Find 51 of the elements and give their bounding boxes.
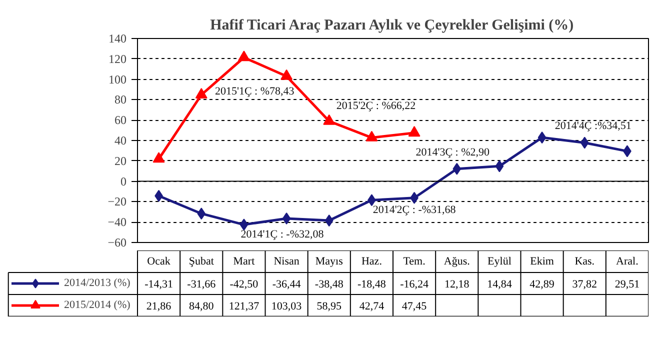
x-tick-label: Aral. bbox=[616, 256, 639, 268]
data-label: 37,82 bbox=[572, 278, 597, 290]
data-label: 42,89 bbox=[530, 278, 555, 290]
data-label: -31,66 bbox=[187, 278, 216, 290]
data-label: 121,37 bbox=[228, 300, 260, 312]
x-tick-label: Ekim bbox=[530, 256, 554, 268]
annotation: 2015'1Ç : %78,43 bbox=[214, 86, 295, 98]
x-tick-label: Tem. bbox=[403, 256, 426, 268]
data-label: -18,48 bbox=[358, 278, 386, 290]
x-tick-label: Ağus. bbox=[444, 256, 470, 268]
data-label: -14,31 bbox=[144, 278, 174, 290]
data-label: 58,95 bbox=[316, 300, 342, 312]
data-label: -16,24 bbox=[400, 278, 429, 290]
data-label: -36,44 bbox=[272, 278, 302, 290]
y-tick-label: 60 bbox=[114, 113, 126, 128]
annotation: 2014'1Ç : -%32,08 bbox=[240, 228, 324, 240]
y-tick-label: −20 bbox=[108, 194, 127, 209]
data-label: 84,80 bbox=[189, 300, 214, 312]
y-tick-label: 120 bbox=[108, 52, 126, 66]
annotation: 2014'3Ç : %2,90 bbox=[416, 146, 490, 159]
data-label: 103,03 bbox=[271, 300, 302, 312]
legend-label: 2015/2014 (%) bbox=[64, 298, 130, 313]
y-tick-label: −40 bbox=[108, 215, 127, 230]
x-tick-label: Haz. bbox=[361, 256, 382, 268]
annotation: 2015'2Ç : %66,22 bbox=[336, 100, 416, 112]
y-tick-label: −60 bbox=[108, 236, 127, 250]
y-tick-label: 80 bbox=[114, 92, 126, 107]
data-label: 12,18 bbox=[444, 278, 470, 290]
annotation: 2014'2Ç : -%31,68 bbox=[372, 204, 456, 216]
legend-label: 2014/2013 (%) bbox=[64, 276, 130, 291]
x-tick-label: Nisan bbox=[274, 256, 300, 268]
y-tick-label: 100 bbox=[108, 72, 126, 86]
data-label: 42,74 bbox=[359, 300, 385, 312]
data-label: -42,50 bbox=[230, 278, 259, 290]
x-tick-label: Kas. bbox=[574, 256, 595, 268]
chart-title: Hafif Ticari Araç Pazarı Aylık ve Çeyrekler Gelişimi (%) bbox=[210, 18, 574, 34]
data-label: 14,84 bbox=[487, 278, 512, 290]
x-tick-label: Şubat bbox=[188, 256, 214, 268]
data-label: 21,86 bbox=[146, 300, 172, 312]
data-label: -38,48 bbox=[314, 278, 344, 290]
y-tick-label: 20 bbox=[114, 154, 126, 168]
x-tick-label: Mart bbox=[233, 256, 255, 268]
data-label: 29,51 bbox=[614, 278, 640, 290]
y-tick-label: 0 bbox=[120, 174, 126, 188]
x-tick-label: Eylül bbox=[488, 256, 512, 268]
y-tick-label: 140 bbox=[108, 32, 126, 46]
annotation: 2014'4Ç :%34,51 bbox=[554, 120, 632, 132]
x-tick-label: Mayıs bbox=[315, 256, 343, 268]
x-tick-label: Ocak bbox=[147, 256, 171, 268]
data-label: 47,45 bbox=[402, 300, 428, 312]
y-tick-label: 40 bbox=[114, 134, 126, 148]
